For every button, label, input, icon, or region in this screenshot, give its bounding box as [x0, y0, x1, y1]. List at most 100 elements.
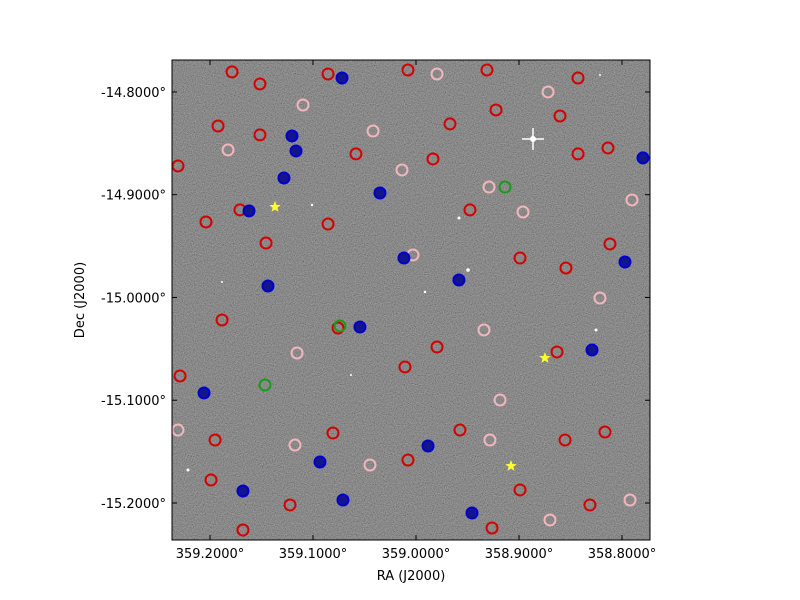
source-circle: [480, 63, 494, 77]
source-circle: [598, 425, 612, 439]
source-circle: [465, 506, 479, 520]
y-axis-label: Dec (J2000): [73, 262, 88, 338]
source-circle: [430, 67, 444, 81]
source-circle: [559, 261, 573, 275]
source-circle: [321, 67, 335, 81]
y-tick-label: -15.1000°: [101, 394, 166, 409]
sky-noise: [172, 60, 650, 540]
source-circle: [326, 426, 340, 440]
source-circle: [498, 180, 512, 194]
source-circle: [430, 340, 444, 354]
source-circle: [373, 186, 387, 200]
source-circle: [485, 521, 499, 535]
source-circle: [258, 378, 272, 392]
y-tick-label: -15.2000°: [101, 497, 166, 512]
source-circle: [277, 171, 291, 185]
source-circle: [463, 203, 477, 217]
x-tick-label: 358.9000°: [485, 547, 554, 562]
source-circle: [443, 117, 457, 131]
source-circle: [550, 345, 564, 359]
source-circle: [296, 98, 310, 112]
source-circle: [349, 147, 363, 161]
source-circle: [601, 141, 615, 155]
source-circle: [571, 71, 585, 85]
source-circle: [513, 251, 527, 265]
x-tick-label: 359.2000°: [176, 547, 245, 562]
x-axis-label: RA (J2000): [377, 569, 446, 584]
y-tick-label: -14.8000°: [101, 86, 166, 101]
source-circle: [259, 236, 273, 250]
source-circle: [541, 85, 555, 99]
source-circle: [221, 143, 235, 157]
source-circle: [236, 484, 250, 498]
source-circle: [513, 483, 527, 497]
source-circle: [482, 180, 496, 194]
source-circle: [452, 273, 466, 287]
source-circle: [253, 128, 267, 142]
source-circle: [290, 346, 304, 360]
source-circle: [625, 193, 639, 207]
y-tick-label: -14.9000°: [101, 189, 166, 204]
source-circle: [603, 237, 617, 251]
source-circle: [215, 313, 229, 327]
source-circle: [571, 147, 585, 161]
source-circle: [242, 204, 256, 218]
source-circle: [285, 129, 299, 143]
star-marker: [539, 352, 551, 363]
source-circle: [173, 369, 187, 383]
source-circle: [253, 77, 267, 91]
source-circle: [321, 217, 335, 231]
source-circle: [197, 386, 211, 400]
source-circle: [583, 498, 597, 512]
source-circle: [261, 279, 275, 293]
star-marker: [269, 200, 281, 212]
source-circle: [398, 360, 412, 374]
x-tick-label: 359.1000°: [279, 547, 348, 562]
source-circle: [426, 152, 440, 166]
source-circle: [543, 513, 557, 527]
source-circle: [204, 473, 218, 487]
field-stars: [186, 74, 601, 472]
source-circle: [558, 433, 572, 447]
source-circle: [477, 323, 491, 337]
source-circle: [618, 255, 632, 269]
y-tick-label: -15.0000°: [101, 291, 166, 306]
source-circle: [553, 109, 567, 123]
source-circle: [336, 493, 350, 507]
plot-frame: [171, 59, 651, 541]
source-circle: [199, 215, 213, 229]
source-circle: [401, 453, 415, 467]
source-circle: [366, 124, 380, 138]
source-circle: [401, 63, 415, 77]
markers: [172, 63, 650, 537]
source-circle: [636, 151, 650, 165]
source-circle: [333, 319, 347, 333]
source-circle: [211, 119, 225, 133]
source-circle: [208, 433, 222, 447]
star-marker: [505, 460, 517, 471]
source-circle: [493, 393, 507, 407]
source-circle: [313, 455, 327, 469]
source-circle: [353, 320, 367, 334]
source-circle: [483, 433, 497, 447]
source-circle: [395, 163, 409, 177]
x-tick-label: 358.8000°: [588, 547, 657, 562]
source-circle: [288, 438, 302, 452]
source-circle: [363, 458, 377, 472]
source-circle: [225, 65, 239, 79]
source-circle: [593, 291, 607, 305]
source-circle: [623, 493, 637, 507]
source-circle: [289, 144, 303, 158]
source-circle: [585, 343, 599, 357]
source-circle: [421, 439, 435, 453]
source-circle: [335, 71, 349, 85]
source-circle: [489, 103, 503, 117]
source-circle: [397, 251, 411, 265]
source-circle: [236, 523, 250, 537]
source-circle: [516, 205, 530, 219]
source-circle: [331, 321, 345, 335]
x-tick-label: 359.0000°: [382, 547, 451, 562]
source-circle: [283, 498, 297, 512]
source-circle: [453, 423, 467, 437]
